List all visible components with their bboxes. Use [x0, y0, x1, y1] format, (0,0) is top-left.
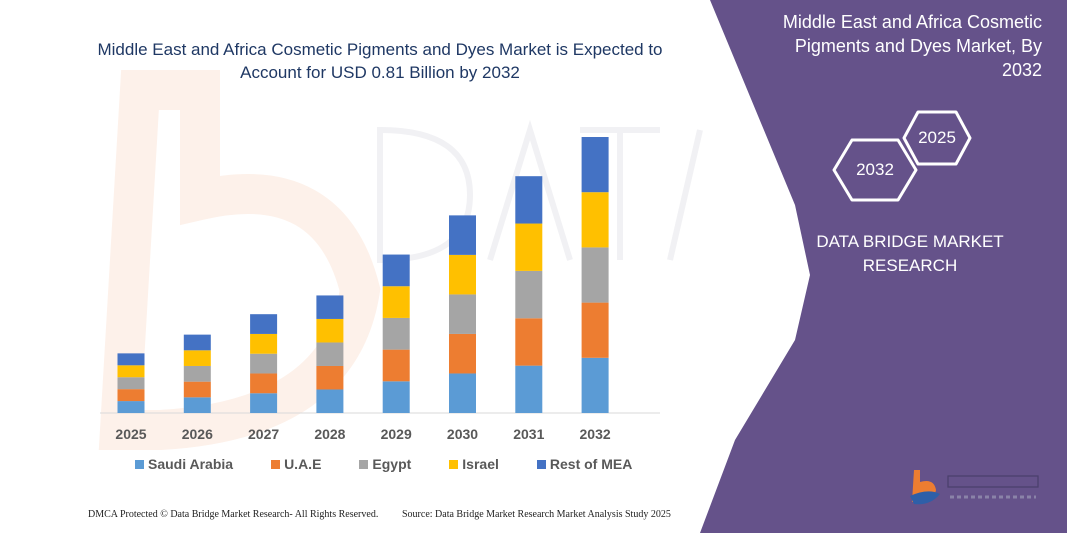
legend-item: Egypt — [359, 456, 411, 472]
hexagon-2025: 2025 — [902, 110, 972, 166]
legend-swatch — [271, 459, 281, 469]
page-title: Middle East and Africa Cosmetic Pigments… — [97, 40, 663, 82]
bar-2028-israel — [316, 318, 344, 343]
brand-name: DATA BRIDGE MARKET RESEARCH — [816, 232, 1004, 275]
bar-2031-saudi-arabia — [515, 365, 543, 413]
bar-2025-egypt — [117, 377, 145, 390]
bar-2027-egypt — [250, 353, 278, 374]
side-panel-title: Middle East and Africa Cosmetic Pigments… — [782, 12, 1042, 80]
bar-2028-u-a-e — [316, 365, 344, 390]
legend-swatch — [359, 459, 369, 469]
x-axis-labels: 2025 2026 2027 2028 2029 2030 2031 2032 — [115, 426, 610, 442]
bar-2028-saudi-arabia — [316, 389, 344, 413]
legend-label: Egypt — [372, 456, 412, 472]
bar-2031-rest-of-mea — [515, 176, 543, 224]
bar-2027-rest-of-mea — [250, 314, 278, 334]
legend-label: Rest of MEA — [549, 456, 633, 472]
footer-copyright: DMCA Protected © Data Bridge Market Rese… — [88, 509, 379, 520]
legend-swatch — [536, 459, 546, 469]
bar-2027-u-a-e — [250, 373, 278, 394]
bar-2032-saudi-arabia — [581, 357, 609, 413]
bar-2030-egypt — [449, 294, 476, 334]
x-tick-label: 2025 — [115, 426, 146, 442]
bar-2030-israel — [449, 254, 476, 295]
x-tick-label: 2030 — [447, 426, 478, 442]
legend-label: Israel — [462, 456, 499, 472]
bar-2029-saudi-arabia — [382, 381, 410, 413]
bar-2028-rest-of-mea — [316, 295, 344, 319]
legend-item: Rest of MEA — [536, 456, 633, 472]
bar-2027-saudi-arabia — [250, 393, 278, 413]
bar-2026-saudi-arabia — [183, 397, 211, 413]
bar-2028-egypt — [316, 342, 344, 366]
bar-2026-egypt — [183, 365, 211, 382]
legend-item: Israel — [449, 456, 499, 472]
legend: Saudi Arabia U.A.E Egypt Israel Rest of MEA — [135, 456, 670, 472]
footer-source: Source: Data Bridge Market Research Mark… — [402, 509, 671, 520]
bar-2026-rest-of-mea — [183, 334, 211, 351]
logo-swoosh-icon — [910, 491, 940, 505]
x-tick-label: 2032 — [580, 426, 611, 442]
logo-wordmark-icon — [947, 475, 1039, 488]
bar-2026-israel — [183, 350, 211, 366]
bar-2029-egypt — [382, 317, 410, 350]
hexagon-2032-label: 2032 — [856, 160, 894, 179]
bar-2031-u-a-e — [515, 318, 543, 366]
bar-2027-israel — [250, 333, 278, 354]
bar-2032-u-a-e — [581, 302, 609, 358]
bar-2030-u-a-e — [449, 333, 476, 374]
legend-item: U.A.E — [271, 456, 321, 472]
x-tick-label: 2026 — [182, 426, 213, 442]
bar-2029-israel — [382, 286, 410, 318]
bar-2029-rest-of-mea — [382, 254, 410, 287]
legend-swatch — [449, 459, 459, 469]
bar-2026-u-a-e — [183, 381, 211, 398]
bar-2025-saudi-arabia — [117, 401, 145, 413]
data-bridge-logo — [908, 466, 1048, 515]
x-tick-label: 2027 — [248, 426, 279, 442]
bar-2025-rest-of-mea — [117, 353, 145, 366]
bar-2030-rest-of-mea — [449, 215, 476, 255]
bar-2032-egypt — [581, 247, 609, 303]
bar-2025-israel — [117, 365, 145, 378]
hexagon-2025-label: 2025 — [918, 128, 956, 147]
bars — [117, 137, 609, 413]
bar-2031-israel — [515, 223, 543, 271]
bar-2030-saudi-arabia — [449, 373, 476, 413]
stacked-bar-chart: 2025 2026 2027 2028 2029 2030 2031 2032 — [100, 137, 660, 442]
bar-2029-u-a-e — [382, 349, 410, 382]
bar-2032-israel — [581, 192, 609, 248]
watermark-logo-icon — [98, 70, 381, 450]
bar-2031-egypt — [515, 270, 543, 319]
legend-label: Saudi Arabia — [148, 456, 234, 472]
watermark-letters-icon — [377, 119, 703, 264]
legend-item: Saudi Arabia — [135, 456, 233, 472]
x-tick-label: 2028 — [314, 426, 345, 442]
legend-swatch — [135, 459, 144, 469]
bar-2025-u-a-e — [117, 389, 145, 402]
legend-label: U.A.E — [284, 456, 322, 472]
x-tick-label: 2031 — [513, 426, 544, 442]
bar-2032-rest-of-mea — [581, 137, 609, 193]
hexagon-2032: 2032 — [832, 138, 918, 202]
x-tick-label: 2029 — [381, 426, 412, 442]
